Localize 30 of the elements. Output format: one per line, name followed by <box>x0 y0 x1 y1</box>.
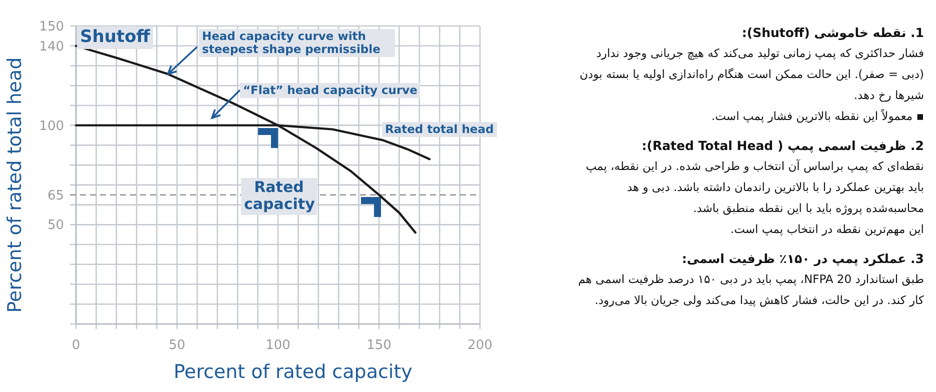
y-tick-label: 50 <box>47 218 64 234</box>
y-tick-label: 150 <box>39 20 64 34</box>
y-tick-label: 140 <box>39 39 64 54</box>
annotation: Shutoff <box>77 27 154 49</box>
x-tick-label: 100 <box>266 338 290 353</box>
ref-line-label: 65 <box>47 188 64 204</box>
x-tick-label: 50 <box>168 338 186 353</box>
x-tick-label: 200 <box>468 338 492 353</box>
text: ▪ معمولاً این نقطه بالاترین فشار پمپ است. <box>710 108 924 125</box>
text: 2. ظرفیت اسمی پمپ ( Rated Total Head): <box>640 137 924 155</box>
text: “Flat” head capacity curve <box>240 83 420 98</box>
text: طبق استاندارد NFPA 20، پمپ باید در دبی ۱۵۰ درصد ظرفیت اسمی هم <box>577 271 924 288</box>
text: باید بهترین عملکرد را با بالاترین راندمان داشته باشد. دبی و هد <box>626 179 924 196</box>
x-axis-title: Percent of rated capacity <box>174 361 412 383</box>
text: Head capacity curve with steepest shape permissible <box>199 29 395 58</box>
y-axis-title: Percent of rated total head <box>4 57 26 313</box>
text: محاسبه‌شده پروژه باید با این نقطه منطبق باشد. <box>692 200 924 217</box>
text: (دبی = صفر). این حالت ممکن است هنگام راه‌اندازی اولیه یا بسته بودن <box>578 66 924 83</box>
text: 3. عملکرد پمپ در ۱۵۰٪ ظرفیت اسمی: <box>680 250 924 268</box>
text: فشار حداکثری که پمپ زمانی تولید می‌کند که هیچ جریانی وجود ندارد <box>595 45 924 62</box>
y-tick-label: 100 <box>39 118 64 134</box>
text: 1. نقطه خاموشی (Shutoff): <box>740 24 924 42</box>
x-tick-label: 150 <box>366 338 392 353</box>
annotation: Rated total head <box>382 122 497 138</box>
text: این مهم‌ترین نقطه در انتخاب پمپ است. <box>729 221 924 238</box>
x-tick-label: 0 <box>72 338 80 353</box>
annotation: Rated capacity <box>241 178 317 214</box>
text: کار کند. در این حالت، فشار کاهش پیدا می‌کند ولی جریان بالا می‌رود. <box>594 292 924 309</box>
text: نقطه‌ای که پمپ براساس آن انتخاب و طراحی شده. در این نقطه، پمپ <box>584 158 924 175</box>
text: شیرها رخ دهد. <box>852 87 924 104</box>
